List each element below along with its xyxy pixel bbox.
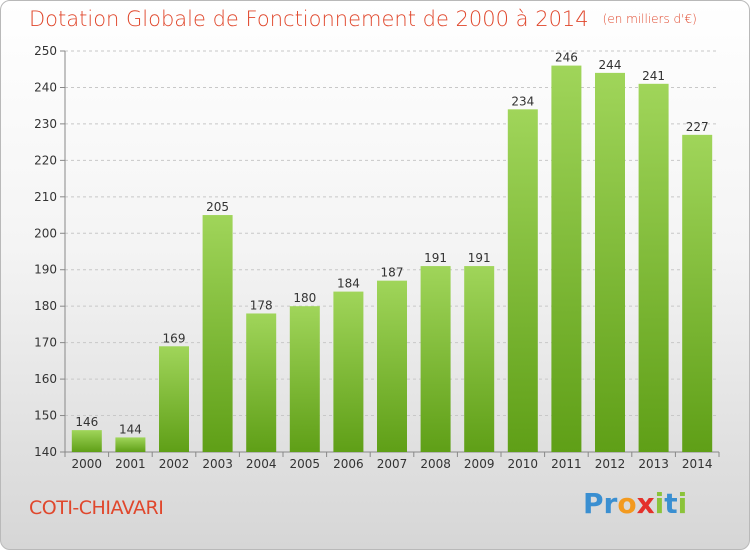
bar-2002 [159, 346, 189, 452]
value-label-2012: 244 [599, 58, 622, 72]
x-tick-label: 2003 [202, 457, 233, 471]
bars [71, 65, 713, 453]
value-label-2000: 146 [75, 415, 98, 429]
commune-name: COTI-CHIAVARI [29, 497, 164, 519]
bar-2013 [638, 83, 669, 453]
x-tick-label: 2000 [72, 457, 103, 471]
value-label-2003: 205 [206, 200, 229, 214]
chart-unit: (en milliers d'€) [602, 12, 697, 26]
value-label-2007: 187 [381, 266, 404, 280]
y-tick-label: 180 [34, 299, 57, 313]
y-tick-label: 230 [34, 117, 57, 131]
value-label-2004: 178 [250, 298, 273, 312]
bar-2001 [115, 437, 146, 452]
axes: 140 150 160 170 180 190 200 210 220 230 240 250 2000… [34, 44, 720, 471]
value-label-2011: 246 [555, 51, 578, 65]
y-tick-label: 210 [34, 190, 57, 204]
proxiti-logo: Proxiti [583, 487, 687, 520]
x-tick-label: 2010 [508, 457, 539, 471]
value-label-2008: 191 [424, 251, 447, 265]
x-tick-label: 2013 [638, 457, 669, 471]
data-labels: 146 144 169 205 178 180 184 187 191 191 234 246 244 2… [75, 51, 708, 437]
value-label-2001: 144 [119, 422, 142, 436]
y-tick-label: 200 [34, 226, 57, 240]
logo-letter: i [677, 487, 688, 520]
value-label-2002: 169 [163, 331, 186, 345]
value-label-2010: 234 [511, 94, 534, 108]
y-tick-label: 250 [34, 44, 57, 58]
x-tick-label: 2014 [682, 457, 713, 471]
chart-title-text: Dotation Globale de Fonctionnement de 20… [29, 7, 589, 31]
y-tick-label: 240 [34, 80, 57, 94]
value-label-2014: 227 [686, 120, 709, 134]
bar-2000 [71, 430, 102, 452]
x-tick-label: 2012 [595, 457, 626, 471]
y-tick-label: 220 [34, 153, 57, 167]
x-tick-label: 2011 [551, 457, 582, 471]
bar-2007 [377, 280, 407, 452]
logo-letter: r [603, 487, 618, 520]
bar-2008 [420, 266, 451, 452]
y-tick-label: 160 [34, 372, 57, 386]
bar-2005 [289, 306, 320, 452]
bar-2006 [333, 291, 364, 452]
y-tick-label: 140 [34, 445, 57, 459]
value-label-2005: 180 [293, 291, 316, 305]
y-tick-label: 170 [34, 336, 57, 350]
bar-2011 [551, 65, 582, 452]
logo-letter: P [583, 487, 604, 520]
bar-2004 [246, 313, 277, 452]
x-tick-label: 2007 [377, 457, 408, 471]
x-tick-label: 2008 [420, 457, 451, 471]
bar-2014 [682, 134, 713, 452]
x-tick-label: 2006 [333, 457, 364, 471]
bar-2010 [507, 109, 538, 452]
x-tick-label: 2005 [290, 457, 321, 471]
value-label-2006: 184 [337, 277, 360, 291]
chart-title: Dotation Globale de Fonctionnement de 20… [29, 7, 697, 31]
value-label-2013: 241 [642, 69, 665, 83]
y-tick-label: 190 [34, 263, 57, 277]
x-tick-label: 2002 [159, 457, 190, 471]
bar-2003 [202, 215, 233, 452]
bar-2009 [464, 266, 495, 452]
logo-letter: o [617, 487, 637, 520]
logo-letter: i [654, 487, 665, 520]
y-tick-label: 150 [34, 409, 57, 423]
x-tick-label: 2001 [115, 457, 146, 471]
x-tick-label: 2009 [464, 457, 495, 471]
x-tick-label: 2004 [246, 457, 277, 471]
logo-letter: x [636, 487, 655, 520]
value-label-2009: 191 [468, 251, 491, 265]
logo-letter: t [664, 487, 678, 520]
bar-2012 [595, 72, 625, 452]
